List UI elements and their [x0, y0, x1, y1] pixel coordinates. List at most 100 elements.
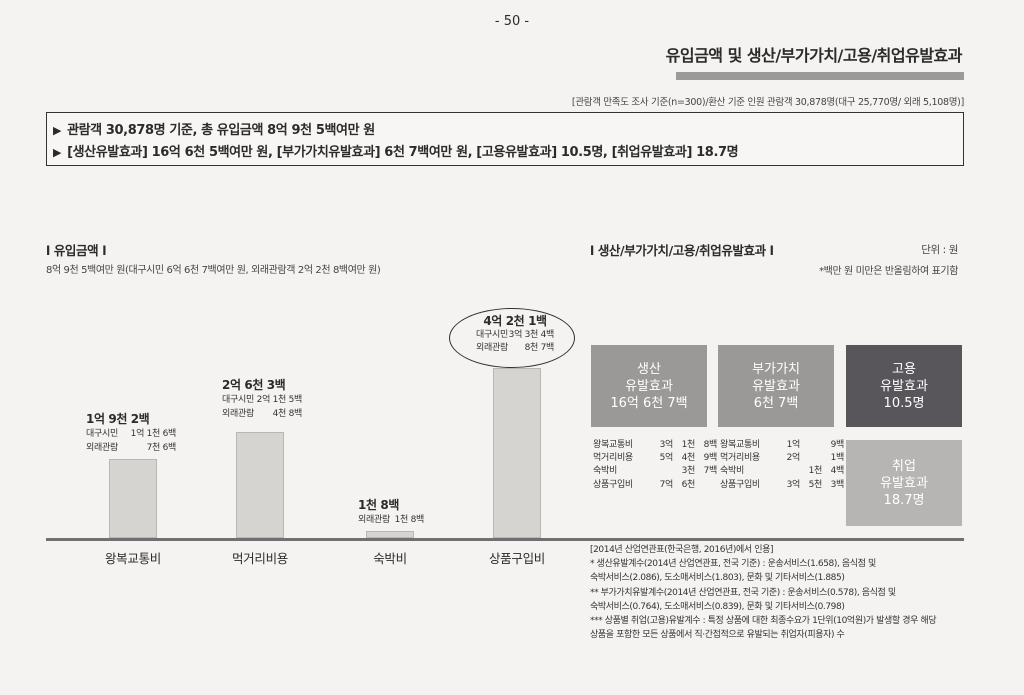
breakdown-row: 숙박비 3천 7백 — [593, 465, 717, 478]
summary-line-2: ▶ [생산유발효과] 16억 6천 5백여만 원, [부가가치유발효과] 6천 7… — [53, 141, 739, 160]
bar-detail-row: 외래관람 1천 8백 — [358, 513, 424, 527]
jobs-effect-tile: 취업 유발효과 18.7명 — [846, 440, 962, 526]
breakdown-item: 숙박비 — [720, 466, 744, 477]
note-line: [2014년 산업연관표(한국은행, 2016년)에서 인용] — [590, 545, 774, 555]
category-label: 상품구입비 — [488, 551, 545, 566]
detail-value: 4천 8백 — [272, 409, 303, 419]
production-effect-tile: 생산 유발효과 16억 6천 7백 — [591, 345, 707, 427]
detail-value: 1억 1천 6백 — [130, 429, 177, 439]
bar-label-group-3: 4억 2천 1백 대구시민 3억 3천 4백 외래관람 8천 7백 — [476, 312, 554, 355]
summary-text-2: [생산유발효과] 16억 6천 5백여만 원, [부가가치유발효과] 6천 7백… — [67, 145, 739, 160]
breakdown-row: 먹거리비용 2억 1백 — [720, 452, 844, 465]
breakdown-value: 8백 — [703, 440, 718, 450]
inflow-section-title: l 유입금액 l — [46, 243, 107, 258]
detail-label: 외래관람 — [86, 443, 118, 453]
production-effect-text: 생산 유발효과 16억 6천 7백 — [610, 361, 688, 411]
note-line: 숙박서비스(0.764), 도소매서비스(0.839), 문화 및 기타서비스(… — [590, 601, 845, 612]
detail-label: 외래관람 — [222, 409, 254, 419]
bar-value-label: 4억 2천 1백 — [483, 314, 547, 328]
breakdown-value: 1억 — [786, 440, 801, 450]
breakdown-item: 먹거리비용 — [720, 453, 760, 464]
breakdown-item: 왕복교통비 — [720, 440, 760, 450]
bar-label-group-1: 2억 6천 3백 대구시민 2억 1천 5백 외래관람 4천 8백 — [222, 376, 302, 421]
breakdown-item: 숙박비 — [593, 466, 617, 477]
detail-value: 3억 3천 4백 — [508, 330, 555, 340]
bar-detail-row: 외래관람 8천 7백 — [476, 342, 554, 355]
detail-value: 2억 1천 5백 — [256, 395, 303, 405]
breakdown-value: 7백 — [703, 466, 718, 477]
header-rule — [676, 72, 964, 80]
detail-label: 외래관람 — [476, 343, 508, 353]
bar-value-label: 2억 6천 3백 — [222, 378, 286, 392]
bar-detail-row: 외래관람 4천 8백 — [222, 407, 302, 421]
breakdown-value: 1천 — [681, 440, 696, 450]
bar-round-trip-transport — [109, 458, 157, 538]
rounding-note: *백만 원 미만은 반올림하여 표기함 — [819, 266, 958, 277]
breakdown-row: 숙박비 1천 4백 — [720, 465, 844, 478]
detail-label: 대구시민 — [222, 395, 254, 405]
breakdown-value: 6천 — [681, 479, 696, 490]
breakdown-value: 4천 — [681, 453, 696, 464]
breakdown-value: 1백 — [830, 453, 845, 464]
breakdown-row: 상품구입비 3억 5천 3백 — [720, 479, 844, 492]
breakdown-value: 2억 — [786, 453, 801, 464]
category-label: 왕복교통비 — [104, 551, 161, 566]
breakdown-value: 4백 — [830, 466, 845, 477]
breakdown-value: 5억 — [659, 453, 674, 464]
bar-value-label: 1억 9천 2백 — [86, 412, 150, 426]
bar-detail-row: 외래관람 7천 6백 — [86, 441, 176, 455]
inflow-section-subtitle: 8억 9천 5백여만 원(대구시민 6억 6천 7백여만 원, 외래관람객 2억… — [46, 265, 381, 276]
note-line: 상품을 포함한 모든 상품에서 직·간접적으로 유발되는 취업자(피용자) 수 — [590, 630, 845, 641]
breakdown-item: 왕복교통비 — [593, 440, 633, 450]
production-breakdown: 왕복교통비 3억 1천 8백 먹거리비용 5억 4천 9백 숙박비 3천 7백 상품구입비 7억 6… — [593, 439, 717, 492]
detail-label: 대구시민 — [86, 429, 118, 439]
note-line: 숙박서비스(2.086), 도소매서비스(1.803), 문화 및 기타서비스(… — [590, 573, 845, 584]
employment-effect-tile: 고용 유발효과 10.5명 — [846, 345, 962, 427]
jobs-effect-text: 취업 유발효과 18.7명 — [880, 458, 928, 508]
breakdown-row: 왕복교통비 3억 1천 8백 — [593, 439, 717, 452]
bar-merchandise — [493, 368, 541, 538]
effects-section-title: l 생산/부가가치/고용/취업유발효과 l — [590, 243, 774, 258]
category-label: 숙박비 — [373, 551, 407, 566]
breakdown-item: 상품구입비 — [593, 479, 633, 490]
breakdown-value — [800, 439, 822, 452]
detail-label: 외래관람 — [358, 515, 390, 525]
bar-lodging — [366, 530, 414, 538]
chart-baseline — [46, 538, 964, 541]
bar-detail-row: 대구시민 1억 1천 6백 — [86, 427, 176, 441]
bar-detail-row: 대구시민 2억 1천 5백 — [222, 393, 302, 407]
breakdown-value: 3천 — [681, 466, 696, 477]
note-line: *** 상품별 취업(고용)유발계수 : 특정 상품에 대한 최종수요가 1단위… — [590, 616, 937, 627]
breakdown-value: 7억 — [659, 479, 674, 490]
breakdown-value: 3억 — [786, 479, 801, 490]
summary-box: ▶ 관람객 30,878명 기준, 총 유입금액 8억 9천 5백여만 원 ▶ [생… — [46, 112, 964, 166]
category-label: 먹거리비용 — [231, 551, 288, 566]
note-line: ** 부가가치유발계수(2014년 산업연관표, 전국 기준) : 운송서비스(… — [590, 587, 896, 598]
breakdown-value — [800, 452, 822, 465]
summary-line-1: ▶ 관람객 30,878명 기준, 총 유입금액 8억 9천 5백여만 원 — [53, 119, 375, 138]
employment-effect-text: 고용 유발효과 10.5명 — [880, 361, 928, 411]
detail-value: 8천 7백 — [524, 343, 555, 353]
survey-note: [관람객 만족도 조사 기준(n=300)/환산 기준 인원 관람객 30,87… — [571, 97, 964, 108]
source-notes: [2014년 산업연관표(한국은행, 2016년)에서 인용] * 생산유발계수… — [590, 543, 970, 642]
value-added-effect-text: 부가가치 유발효과 6천 7백 — [752, 361, 800, 411]
detail-label: 대구시민 — [476, 330, 508, 340]
breakdown-value: 9백 — [830, 440, 845, 450]
breakdown-value — [651, 465, 673, 478]
breakdown-row: 왕복교통비 1억 9백 — [720, 439, 844, 452]
bar-detail-row: 대구시민 3억 3천 4백 — [476, 329, 554, 342]
page-title: 유입금액 및 생산/부가가치/고용/취업유발효과 — [665, 46, 963, 65]
breakdown-value — [695, 479, 717, 492]
value-added-breakdown: 왕복교통비 1억 9백 먹거리비용 2억 1백 숙박비 1천 4백 상품구입비 3억 5천 3백 — [720, 439, 844, 492]
value-added-effect-tile: 부가가치 유발효과 6천 7백 — [718, 345, 834, 427]
highlight-ellipse — [449, 308, 575, 368]
detail-value: 7천 6백 — [146, 443, 177, 453]
triangle-bullet-icon: ▶ — [53, 146, 62, 159]
triangle-bullet-icon: ▶ — [53, 124, 62, 137]
bar-value-label: 1천 8백 — [358, 498, 399, 512]
note-line: * 생산유발계수(2014년 산업연관표, 전국 기준) : 운송서비스(1.6… — [590, 559, 876, 570]
breakdown-value: 1천 — [808, 466, 823, 477]
breakdown-value — [778, 465, 800, 478]
breakdown-value: 3억 — [659, 440, 674, 450]
page-number: - 50 - — [494, 14, 530, 29]
